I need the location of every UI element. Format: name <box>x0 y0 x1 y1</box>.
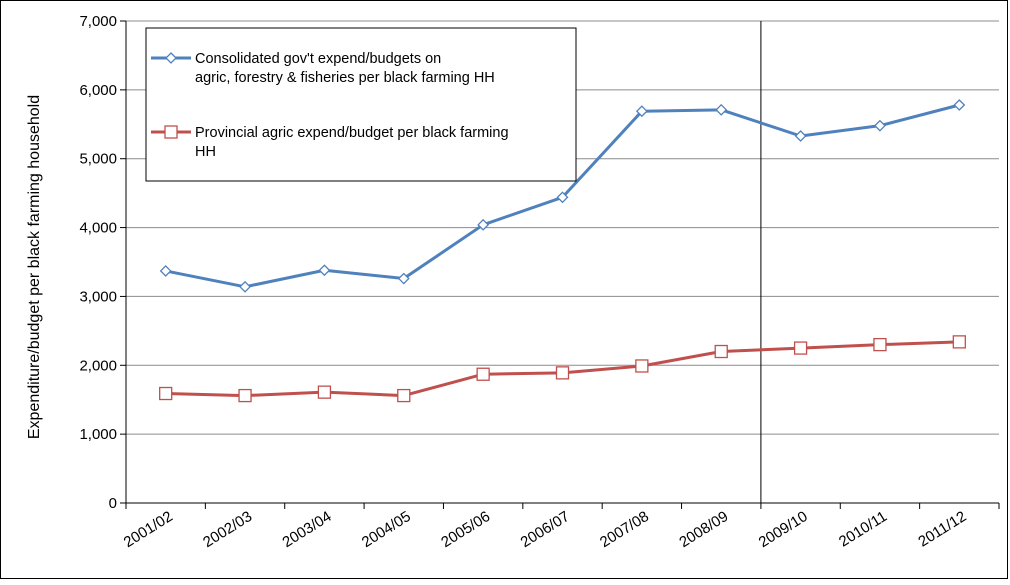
data-point <box>317 385 332 399</box>
y-axis-ticks: 0 1,000 2,000 3,000 4,000 5,000 6,000 7,000 <box>79 13 126 512</box>
y-tick-label: 3,000 <box>79 288 117 305</box>
data-point <box>238 388 252 403</box>
x-tick-label: 2009/10 <box>756 508 811 551</box>
legend-entry-1: Consolidated gov't expend/budgets on agri… <box>151 51 495 86</box>
data-point <box>793 341 808 355</box>
data-point <box>477 218 490 231</box>
x-axis-ticks: 2001/02 2002/03 2003/04 2004/05 2005/06 2006/… <box>121 503 1000 551</box>
y-tick-label: 5,000 <box>79 151 117 168</box>
series-1 <box>159 99 966 293</box>
x-tick-label: 2010/11 <box>836 508 890 551</box>
data-point <box>239 280 251 293</box>
data-point <box>397 388 411 403</box>
legend-swatch-marker <box>165 52 177 64</box>
legend-entry-2: Provincial agric expend/budget per black… <box>151 125 509 160</box>
y-tick-label: 4,000 <box>79 220 117 237</box>
data-point <box>714 344 728 359</box>
x-tick-label: 2003/04 <box>280 508 335 551</box>
y-tick-label: 2,000 <box>79 357 117 374</box>
data-point <box>952 335 966 349</box>
data-point <box>873 337 887 352</box>
y-axis-label: Expenditure/budget per black farming hou… <box>26 95 43 439</box>
x-tick-label: 2002/03 <box>200 508 255 551</box>
data-point <box>555 366 570 380</box>
legend-label: agric, forestry & fisheries per black fa… <box>195 70 495 86</box>
x-tick-label: 2006/07 <box>518 508 573 551</box>
legend-label: Consolidated gov't expend/budgets on <box>195 51 441 67</box>
data-point <box>874 119 886 132</box>
y-tick-label: 7,000 <box>79 13 117 30</box>
series-2 <box>159 335 966 403</box>
data-point <box>318 264 331 277</box>
legend-swatch-marker <box>164 125 178 139</box>
y-tick-label: 0 <box>109 495 117 512</box>
y-tick-label: 6,000 <box>79 82 117 99</box>
x-tick-label: 2011/12 <box>915 508 969 551</box>
legend: Consolidated gov't expend/budgets on agri… <box>145 27 577 182</box>
legend-label: Provincial agric expend/budget per black… <box>195 125 509 141</box>
axes <box>125 21 999 504</box>
data-point <box>635 359 649 373</box>
data-point <box>397 272 410 285</box>
y-tick-label: 1,000 <box>79 426 117 443</box>
legend-box <box>145 27 577 182</box>
series-group <box>159 99 966 403</box>
x-tick-label: 2008/09 <box>676 508 731 551</box>
data-point <box>159 386 173 401</box>
data-point <box>635 105 648 118</box>
x-tick-label: 2007/08 <box>597 508 652 551</box>
data-point <box>556 191 569 204</box>
data-point <box>159 265 172 277</box>
data-point <box>715 103 728 116</box>
legend-label: HH <box>195 144 216 160</box>
data-point <box>953 99 966 111</box>
data-point <box>794 130 807 142</box>
x-tick-label: 2001/02 <box>121 508 176 551</box>
x-tick-label: 2005/06 <box>438 508 493 551</box>
data-point <box>476 367 490 381</box>
x-tick-label: 2004/05 <box>359 508 414 551</box>
